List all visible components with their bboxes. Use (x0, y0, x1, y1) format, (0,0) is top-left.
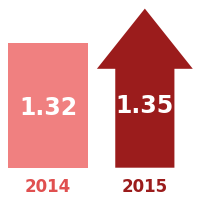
Text: 1.32: 1.32 (19, 96, 77, 120)
Text: 2015: 2015 (122, 178, 168, 196)
Bar (8, 43, 88, 168)
Polygon shape (97, 9, 193, 168)
Text: 2014: 2014 (25, 178, 71, 196)
Text: 1.35: 1.35 (116, 94, 174, 118)
